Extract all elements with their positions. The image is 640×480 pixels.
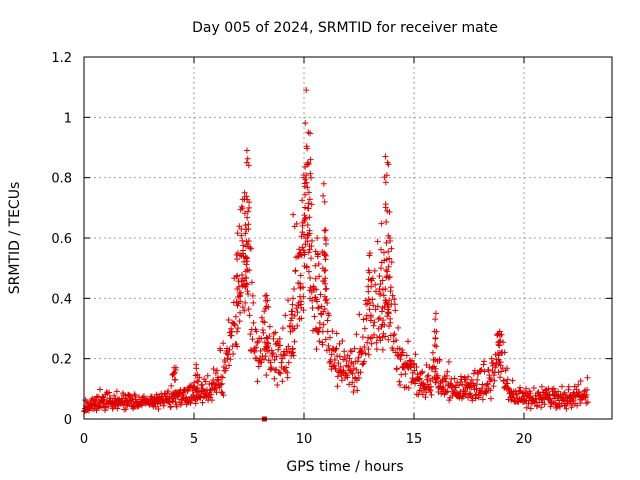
chart-title: Day 005 of 2024, SRMTID for receiver mat… <box>192 20 498 36</box>
x-tick-label: 20 <box>516 432 533 447</box>
y-tick-label: 0.4 <box>51 292 72 307</box>
x-tick-label: 15 <box>406 432 423 447</box>
x-tick-label: 0 <box>80 432 88 447</box>
x-tick-label: 10 <box>296 432 313 447</box>
y-tick-label: 0 <box>64 413 72 428</box>
y-tick-label: 0.8 <box>51 172 72 187</box>
y-axis-label: SRMTID / TECUs <box>7 182 23 295</box>
y-tick-label: 0.2 <box>51 353 72 368</box>
y-tick-label: 1.2 <box>51 51 72 66</box>
scatter-chart: 0 5 10 15 20 0 0.2 0.4 0.6 0.8 1 1.2 Day 005 of 202… <box>0 0 640 480</box>
x-tick-label: 5 <box>190 432 198 447</box>
x-axis-label: GPS time / hours <box>286 459 403 475</box>
y-tick-label: 1 <box>64 111 72 126</box>
y-tick-label: 0.6 <box>51 232 72 247</box>
